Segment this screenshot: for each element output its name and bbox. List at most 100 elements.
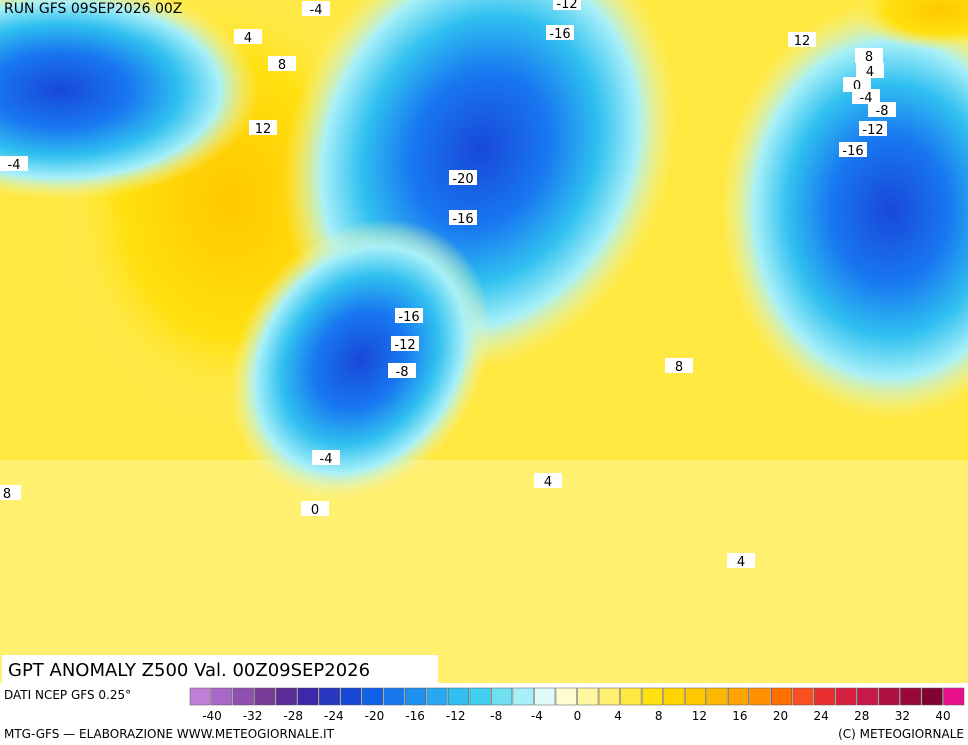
colorbar-swatch	[706, 687, 728, 706]
contour-label-box	[302, 1, 330, 16]
contour-label: -16	[549, 27, 570, 42]
contour-label-box	[312, 450, 340, 465]
colorbar-swatch	[943, 687, 965, 706]
colorbar-swatch	[340, 687, 362, 706]
colorbar-swatch	[405, 687, 427, 706]
contour-label: -4	[310, 3, 323, 18]
colorbar-swatch	[491, 687, 513, 706]
credit-right: (C) METEOGIORNALE	[838, 727, 964, 741]
colorbar-swatch	[792, 687, 814, 706]
colorbar-label: 8	[655, 709, 663, 723]
contour-label-box	[0, 485, 21, 500]
contour-label: 0	[853, 79, 861, 94]
contour-label-box	[856, 63, 884, 78]
colorbar-swatch	[727, 687, 749, 706]
contour-label: 0	[311, 503, 319, 518]
colorbar-swatch	[857, 687, 879, 706]
colorbar-label: 0	[574, 709, 582, 723]
contour-label-box	[449, 210, 477, 225]
contour-label-box	[852, 89, 880, 104]
colorbar-swatch	[512, 687, 534, 706]
contour-label-box	[301, 501, 329, 516]
contour-label: 8	[865, 50, 873, 65]
colorbar-swatch	[211, 687, 233, 706]
contour-label: 4	[244, 31, 252, 46]
colorbar-label: 16	[732, 709, 747, 723]
contour-label-box	[839, 142, 867, 157]
colorbar-swatch	[749, 687, 771, 706]
source: DATI NCEP GFS 0.25°	[4, 688, 131, 702]
colorbar-swatch	[534, 687, 556, 706]
colorbar-swatch	[921, 687, 943, 706]
contour-label: 4	[544, 475, 552, 490]
contour-label-box	[868, 102, 896, 117]
colorbar-swatch	[275, 687, 297, 706]
colorbar-swatch	[620, 687, 642, 706]
contour-label: -8	[876, 104, 889, 119]
contour-label: 12	[794, 34, 811, 49]
contour-label-box	[449, 170, 477, 185]
contour-label: -12	[394, 338, 415, 353]
contour-label: -16	[842, 144, 863, 159]
low-north-sea	[229, 219, 491, 501]
colorbar-label: -8	[490, 709, 502, 723]
contour-label-box	[727, 553, 755, 568]
title-box	[2, 655, 438, 683]
contour-label-box	[234, 29, 262, 44]
colorbar-swatch	[663, 687, 685, 706]
contour-label-box	[534, 473, 562, 488]
contour-label: -8	[396, 365, 409, 380]
contour-label-box	[546, 25, 574, 40]
colorbar-swatch	[814, 687, 836, 706]
colorbar-swatch	[361, 687, 384, 706]
colorbar-label: 20	[773, 709, 788, 723]
contour-label-box	[388, 363, 416, 378]
contour-label-box	[859, 121, 887, 136]
contour-label-box	[0, 156, 28, 171]
contour-label: 4	[866, 65, 874, 80]
colorbar-label: -4	[531, 709, 543, 723]
colorbar-label: 24	[814, 709, 829, 723]
colorbar-swatch	[426, 687, 448, 706]
colorbar-swatch	[878, 687, 900, 706]
colorbar-swatch	[577, 687, 599, 706]
colorbar-label: -16	[405, 709, 425, 723]
colorbar-label: -32	[243, 709, 263, 723]
low-russia	[720, 0, 968, 420]
contour-label-box	[665, 358, 693, 373]
contour-label: -20	[452, 172, 473, 187]
colorbar-label: -20	[365, 709, 385, 723]
contour-label-box	[268, 56, 296, 71]
contour-label-box	[249, 120, 277, 135]
colorbar-swatch	[835, 687, 857, 706]
contour-label: -4	[320, 452, 333, 467]
colorbar-swatch	[297, 687, 319, 706]
colorbar-swatch	[232, 687, 254, 706]
colorbar-label: -12	[446, 709, 466, 723]
colorbar-label: 12	[692, 709, 707, 723]
contour-label: 12	[255, 122, 272, 137]
low-west	[0, 0, 260, 200]
colorbar-swatch	[684, 687, 706, 706]
colorbar-label: -28	[283, 709, 303, 723]
colorbar-label: 40	[935, 709, 950, 723]
colorbar-label: 28	[854, 709, 869, 723]
contour-label: -4	[8, 158, 21, 173]
contour-label: -16	[452, 212, 473, 227]
high-northeast	[850, 0, 968, 50]
contour-label: 8	[675, 360, 683, 375]
colorbar-swatch	[469, 687, 491, 706]
contour-label: 4	[737, 555, 745, 570]
colorbar-label: -24	[324, 709, 344, 723]
colorbar-label: 4	[614, 709, 622, 723]
contour-label: 8	[3, 487, 11, 502]
contour-label: -12	[556, 0, 577, 12]
colorbar-swatch	[318, 687, 340, 706]
map-south	[0, 460, 968, 683]
contour-label-box	[843, 77, 871, 92]
colorbar-label: 32	[895, 709, 910, 723]
colorbar-label: -40	[202, 709, 222, 723]
colorbar-swatch	[448, 687, 470, 706]
